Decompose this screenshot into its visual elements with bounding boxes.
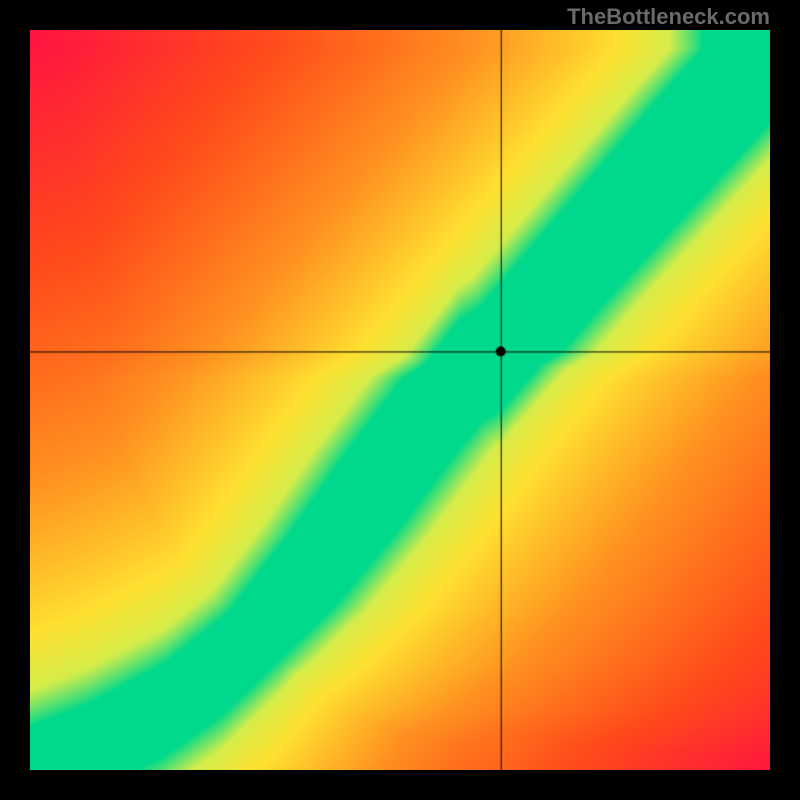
watermark-text: TheBottleneck.com (567, 4, 770, 30)
chart-container: TheBottleneck.com (0, 0, 800, 800)
heatmap-plot (30, 30, 770, 770)
heatmap-canvas (30, 30, 770, 770)
